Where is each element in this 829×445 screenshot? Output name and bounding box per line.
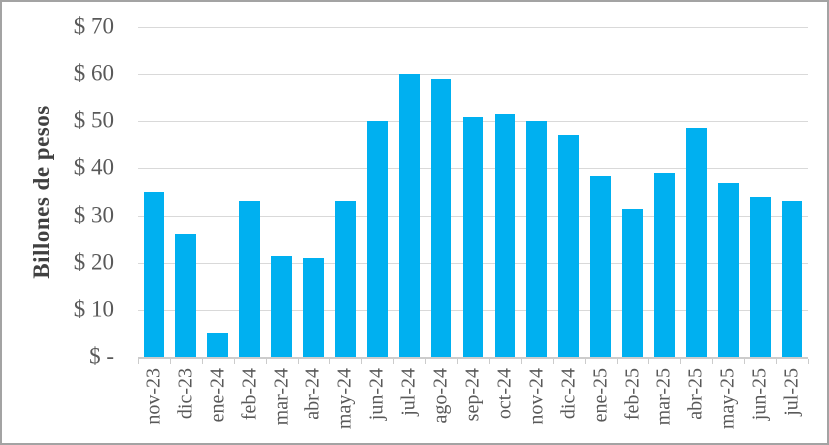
x-axis-tick — [329, 359, 331, 364]
y-tick-label: $ - — [89, 343, 114, 369]
x-axis-tick — [138, 359, 139, 364]
x-tick-label-text: ene-25 — [589, 368, 612, 423]
bar-dic-23 — [175, 234, 197, 357]
x-tick-label-jul-25: jul-25 — [781, 368, 804, 416]
x-tick-label-mar-24: mar-24 — [270, 368, 293, 425]
x-tick-label-jul-24: jul-24 — [398, 368, 421, 416]
bar-mar-24 — [271, 255, 292, 357]
bar-sep-24 — [462, 116, 484, 357]
x-tick-label-text: nov-24 — [525, 368, 548, 425]
x-tick-label-text: may-25 — [716, 368, 739, 430]
x-tick-label-text: may-24 — [333, 368, 356, 430]
x-tick-label-text: feb-25 — [621, 368, 644, 421]
x-tick-label-text: ene-24 — [206, 368, 229, 423]
y-tick-label: $ 40 — [73, 154, 114, 180]
x-axis-tick — [648, 359, 650, 364]
x-tick-label-text: jun-25 — [748, 368, 771, 421]
x-tick-label-text: mar-25 — [652, 368, 675, 426]
bar-mar-25 — [654, 173, 675, 357]
x-axis-tick — [584, 359, 586, 364]
bar-may-24 — [335, 201, 356, 357]
x-tick-label-text: sep-24 — [461, 368, 484, 422]
bar-may-25 — [717, 182, 739, 357]
x-axis-tick — [776, 359, 778, 364]
x-tick-label-text: mar-24 — [270, 368, 293, 426]
x-axis-tick — [712, 359, 714, 364]
y-tick-label: $ 70 — [73, 13, 114, 39]
bar-oct-24 — [494, 114, 516, 357]
bar-feb-25 — [622, 208, 643, 357]
bar-abr-24 — [303, 258, 324, 357]
x-tick-label-nov-23: nov-23 — [142, 368, 165, 425]
x-axis-labels: nov-23 dic-23 ene-24 feb-24 mar-24 abr-24 may-… — [138, 368, 808, 440]
y-tick-label: $ 10 — [73, 296, 114, 322]
x-axis-tick — [361, 359, 363, 364]
x-axis-tick — [488, 359, 490, 364]
y-tick-label: $ 30 — [73, 202, 114, 228]
x-tick-label-dic-24: dic-24 — [557, 368, 580, 419]
x-tick-label-mar-25: mar-25 — [653, 368, 676, 425]
x-axis-tick — [552, 359, 554, 364]
x-tick-label-ene-25: ene-25 — [589, 368, 612, 422]
x-tick-label-may-24: may-24 — [334, 368, 357, 429]
x-tick-label-feb-24: feb-24 — [238, 368, 261, 420]
bar-abr-25 — [685, 128, 707, 357]
bar-nov-24 — [526, 121, 548, 357]
x-axis-tick — [808, 359, 809, 364]
x-axis-tick — [265, 359, 267, 364]
x-axis-tick — [744, 359, 746, 364]
x-tick-label-text: ago-24 — [429, 368, 452, 424]
x-tick-label-ene-24: ene-24 — [206, 368, 229, 422]
x-axis-tick — [680, 359, 682, 364]
x-axis-tick — [233, 359, 235, 364]
bar-jun-24 — [366, 121, 388, 357]
bar-nov-23 — [143, 192, 165, 357]
y-tick-label: $ 20 — [73, 249, 114, 275]
x-tick-label-dic-23: dic-23 — [174, 368, 197, 419]
x-tick-label-text: jul-24 — [397, 368, 420, 416]
gridline — [138, 74, 808, 76]
x-axis-tick — [169, 359, 171, 364]
x-axis-tick — [297, 359, 299, 364]
x-tick-label-text: jul-25 — [780, 368, 803, 416]
x-tick-label-text: oct-24 — [493, 368, 516, 420]
x-tick-label-oct-24: oct-24 — [493, 368, 516, 419]
x-tick-label-jun-24: jun-24 — [366, 368, 389, 420]
bar-ene-24 — [207, 333, 229, 357]
x-tick-label-text: nov-23 — [142, 368, 165, 425]
x-tick-label-text: abr-24 — [301, 368, 324, 420]
y-tick-label: $ 50 — [73, 107, 114, 133]
x-axis-tick — [201, 359, 203, 364]
x-tick-label-sep-24: sep-24 — [462, 368, 485, 421]
x-tick-label-abr-25: abr-25 — [685, 368, 708, 420]
x-tick-label-text: abr-25 — [684, 368, 707, 420]
x-tick-label-may-25: may-25 — [717, 368, 740, 429]
gridline — [138, 27, 808, 28]
bar-ene-25 — [590, 175, 611, 357]
bar-jul-24 — [398, 74, 420, 357]
x-tick-label-text: dic-23 — [174, 368, 197, 420]
x-tick-label-nov-24: nov-24 — [525, 368, 548, 425]
x-tick-label-feb-25: feb-25 — [621, 368, 644, 420]
x-tick-label-abr-24: abr-24 — [302, 368, 325, 420]
x-axis-tick — [393, 359, 395, 364]
bar-jun-25 — [749, 196, 771, 357]
x-tick-label-text: feb-24 — [238, 368, 261, 421]
bar-jul-25 — [781, 201, 803, 357]
x-axis-tick — [457, 359, 459, 364]
x-tick-label-ago-24: ago-24 — [430, 368, 453, 424]
bar-feb-24 — [239, 201, 261, 357]
x-axis-tick — [520, 359, 522, 364]
x-tick-label-text: dic-24 — [557, 368, 580, 420]
bar-ago-24 — [430, 78, 452, 357]
x-tick-label-jun-25: jun-25 — [749, 368, 772, 420]
x-axis-tick — [425, 359, 427, 364]
x-axis-tick — [616, 359, 618, 364]
x-tick-label-text: jun-24 — [365, 368, 388, 421]
bar-dic-24 — [558, 135, 580, 357]
y-tick-label: $ 60 — [73, 60, 114, 86]
plot-area — [138, 27, 808, 359]
